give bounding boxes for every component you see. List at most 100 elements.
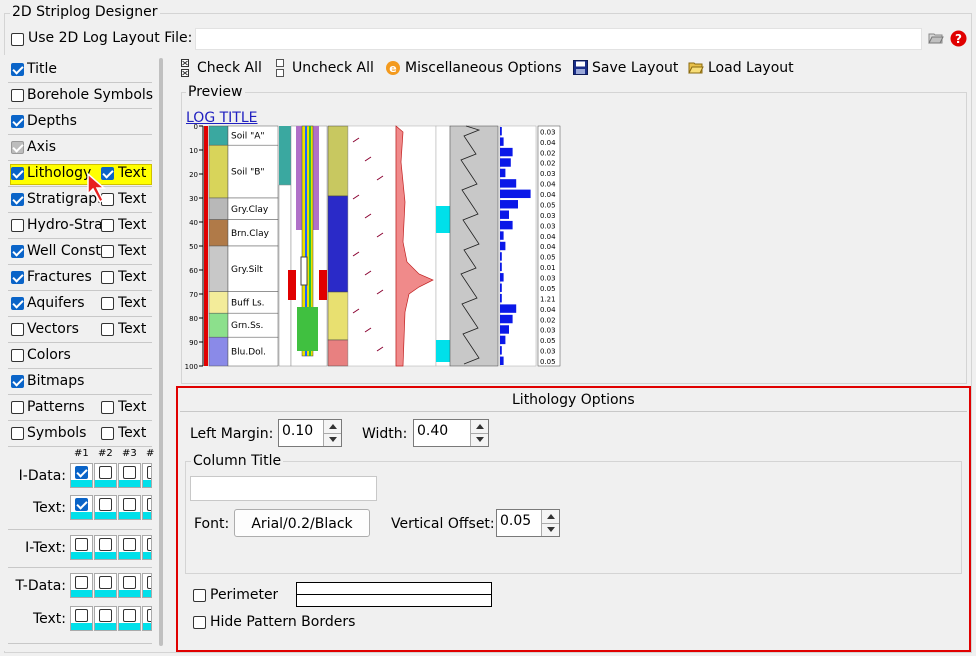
help-icon[interactable]: ? bbox=[950, 30, 967, 47]
left-margin-arrows[interactable] bbox=[323, 420, 341, 446]
misc-options-button[interactable]: Miscellaneous Options bbox=[405, 60, 562, 76]
grid-cell[interactable] bbox=[118, 535, 141, 560]
left-margin-stepper[interactable]: 0.10 bbox=[278, 419, 342, 447]
grid-cell-checkbox[interactable] bbox=[147, 466, 151, 479]
lithology-text-checkbox[interactable] bbox=[101, 167, 114, 180]
layer-row-stratigraphy[interactable]: Stratigraphy Text bbox=[8, 187, 152, 213]
vectors-text-checkbox[interactable] bbox=[101, 323, 114, 336]
grid-cell[interactable] bbox=[94, 535, 117, 560]
grid-cell-checkbox[interactable] bbox=[147, 609, 151, 622]
grid-cell[interactable] bbox=[118, 463, 141, 488]
layer-row-aquifers[interactable]: Aquifers Text bbox=[8, 291, 152, 317]
grid-cell-checkbox[interactable] bbox=[99, 609, 112, 622]
layer-row-patterns[interactable]: Patterns Text bbox=[8, 395, 152, 421]
use-layout-file-checkbox[interactable] bbox=[11, 33, 24, 46]
title-checkbox[interactable] bbox=[11, 63, 24, 76]
layer-row-fractures[interactable]: Fractures Text bbox=[8, 265, 152, 291]
save-layout-button[interactable]: Save Layout bbox=[592, 60, 679, 76]
grid-cell-checkbox[interactable] bbox=[75, 538, 88, 551]
grid-cell[interactable] bbox=[142, 606, 152, 631]
grid-cell[interactable] bbox=[70, 573, 93, 598]
fractures-checkbox[interactable] bbox=[11, 271, 24, 284]
grid-cell[interactable] bbox=[94, 463, 117, 488]
grid-cell-checkbox[interactable] bbox=[99, 498, 112, 511]
grid-cell[interactable] bbox=[70, 495, 93, 520]
perimeter-line-style[interactable] bbox=[296, 582, 492, 607]
layer-row-borehole-symbols[interactable]: Borehole Symbols bbox=[8, 83, 153, 109]
grid-cell-checkbox[interactable] bbox=[75, 609, 88, 622]
bar bbox=[500, 273, 504, 282]
load-layout-button[interactable]: Load Layout bbox=[708, 60, 794, 76]
font-button[interactable]: Arial/0.2/Black bbox=[234, 509, 370, 537]
grid-cell[interactable] bbox=[94, 573, 117, 598]
grid-cell[interactable] bbox=[118, 573, 141, 598]
vertical-offset-arrows[interactable] bbox=[541, 510, 559, 536]
grid-cell[interactable] bbox=[118, 495, 141, 520]
grid-cell[interactable] bbox=[70, 463, 93, 488]
axis-checkbox[interactable] bbox=[11, 141, 24, 154]
grid-cell[interactable] bbox=[94, 495, 117, 520]
grid-cell-checkbox[interactable] bbox=[123, 576, 136, 589]
grid-cell-checkbox[interactable] bbox=[123, 466, 136, 479]
fractures-text-checkbox[interactable] bbox=[101, 271, 114, 284]
grid-cell-checkbox[interactable] bbox=[123, 538, 136, 551]
vectors-checkbox[interactable] bbox=[11, 323, 24, 336]
width-stepper[interactable]: 0.40 bbox=[413, 419, 489, 447]
grid-cell-checkbox[interactable] bbox=[99, 576, 112, 589]
grid-cell-checkbox[interactable] bbox=[123, 609, 136, 622]
hydro-strat-checkbox[interactable] bbox=[11, 219, 24, 232]
grid-cell[interactable] bbox=[118, 606, 141, 631]
grid-cell-checkbox[interactable] bbox=[75, 498, 88, 511]
hydro-strat-text-checkbox[interactable] bbox=[101, 219, 114, 232]
layer-list-scroll-thumb[interactable] bbox=[159, 58, 163, 646]
layer-row-symbols[interactable]: Symbols Text bbox=[8, 421, 152, 447]
uncheck-all-button[interactable]: Uncheck All bbox=[292, 60, 374, 76]
layer-row-bitmaps[interactable]: Bitmaps bbox=[8, 369, 152, 395]
column-title-input[interactable] bbox=[190, 476, 377, 501]
layer-row-colors[interactable]: Colors bbox=[8, 343, 152, 369]
colors-checkbox[interactable] bbox=[11, 349, 24, 362]
grid-cell-checkbox[interactable] bbox=[75, 576, 88, 589]
layer-row-lithology[interactable]: Lithology Text bbox=[8, 161, 152, 187]
grid-cell[interactable] bbox=[70, 606, 93, 631]
borehole-symbols-checkbox[interactable] bbox=[11, 89, 24, 102]
grid-cell-checkbox[interactable] bbox=[99, 466, 112, 479]
grid-cell[interactable] bbox=[142, 535, 152, 560]
perimeter-checkbox[interactable] bbox=[193, 589, 206, 602]
layer-row-depths[interactable]: Depths bbox=[8, 109, 152, 135]
folder-open-icon[interactable] bbox=[928, 31, 944, 45]
layer-row-well-construction[interactable]: Well Const Text bbox=[8, 239, 152, 265]
check-all-button[interactable]: Check All bbox=[197, 60, 262, 76]
patterns-checkbox[interactable] bbox=[11, 401, 24, 414]
grid-cell[interactable] bbox=[70, 535, 93, 560]
lithology-checkbox[interactable] bbox=[11, 167, 24, 180]
aquifers-checkbox[interactable] bbox=[11, 297, 24, 310]
stratigraphy-checkbox[interactable] bbox=[11, 193, 24, 206]
grid-cell-checkbox[interactable] bbox=[147, 498, 151, 511]
layer-row-vectors[interactable]: Vectors Text bbox=[8, 317, 152, 343]
bitmaps-checkbox[interactable] bbox=[11, 375, 24, 388]
layer-row-title[interactable]: Title bbox=[8, 57, 152, 83]
symbols-text-checkbox[interactable] bbox=[101, 427, 114, 440]
grid-cell[interactable] bbox=[142, 495, 152, 520]
well-construction-text-checkbox[interactable] bbox=[101, 245, 114, 258]
well-construction-checkbox[interactable] bbox=[11, 245, 24, 258]
vertical-offset-stepper[interactable]: 0.05 bbox=[496, 509, 560, 537]
depths-checkbox[interactable] bbox=[11, 115, 24, 128]
patterns-text-checkbox[interactable] bbox=[101, 401, 114, 414]
grid-cell[interactable] bbox=[94, 606, 117, 631]
aquifers-text-checkbox[interactable] bbox=[101, 297, 114, 310]
layer-row-hydro-strat[interactable]: Hydro-Strat Text bbox=[8, 213, 152, 239]
grid-cell-checkbox[interactable] bbox=[99, 538, 112, 551]
width-arrows[interactable] bbox=[470, 420, 488, 446]
grid-cell-checkbox[interactable] bbox=[123, 498, 136, 511]
grid-cell[interactable] bbox=[142, 463, 152, 488]
layer-row-axis[interactable]: Axis bbox=[8, 135, 152, 161]
grid-cell-checkbox[interactable] bbox=[75, 466, 88, 479]
layout-file-input[interactable] bbox=[195, 28, 922, 50]
grid-cell[interactable] bbox=[142, 573, 152, 598]
hide-pattern-borders-checkbox[interactable] bbox=[193, 616, 206, 629]
grid-cell-checkbox[interactable] bbox=[147, 576, 151, 589]
grid-cell-checkbox[interactable] bbox=[147, 538, 151, 551]
symbols-checkbox[interactable] bbox=[11, 427, 24, 440]
